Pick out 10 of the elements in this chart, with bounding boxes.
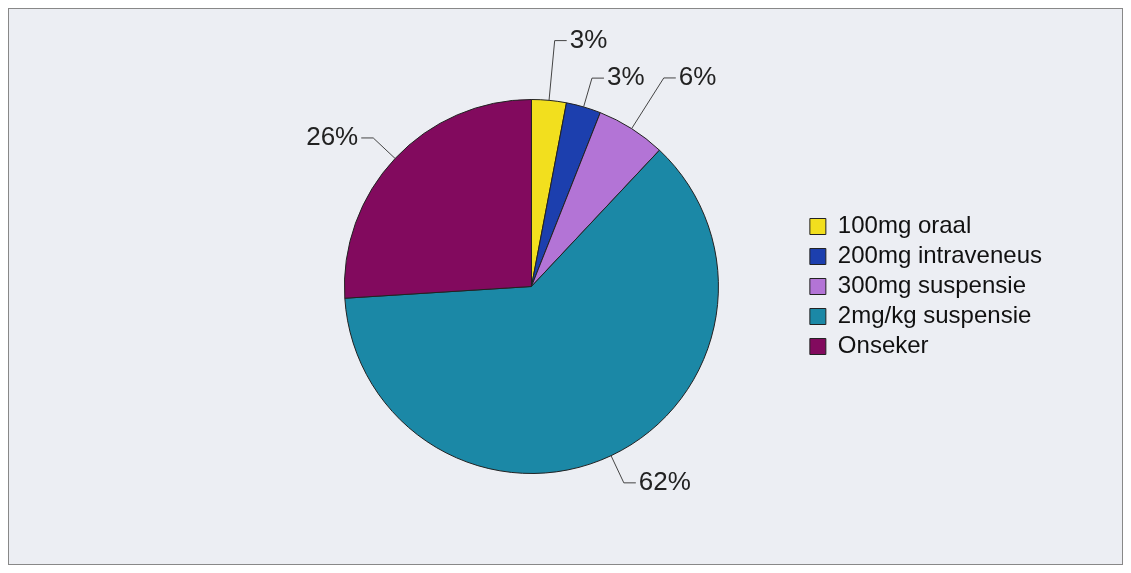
legend-label: 100mg oraal — [837, 211, 972, 239]
legend-label: 300mg suspensie — [837, 271, 1026, 299]
legend-label: 200mg intraveneus — [837, 241, 1043, 269]
legend-label: Onseker — [837, 331, 929, 359]
data-label: 3% — [606, 61, 645, 92]
data-label: 3% — [569, 23, 608, 54]
data-label: 26% — [306, 121, 359, 152]
data-label: 6% — [678, 61, 717, 92]
data-label: 62% — [638, 466, 691, 497]
legend-label: 2mg/kg suspensie — [837, 301, 1032, 329]
